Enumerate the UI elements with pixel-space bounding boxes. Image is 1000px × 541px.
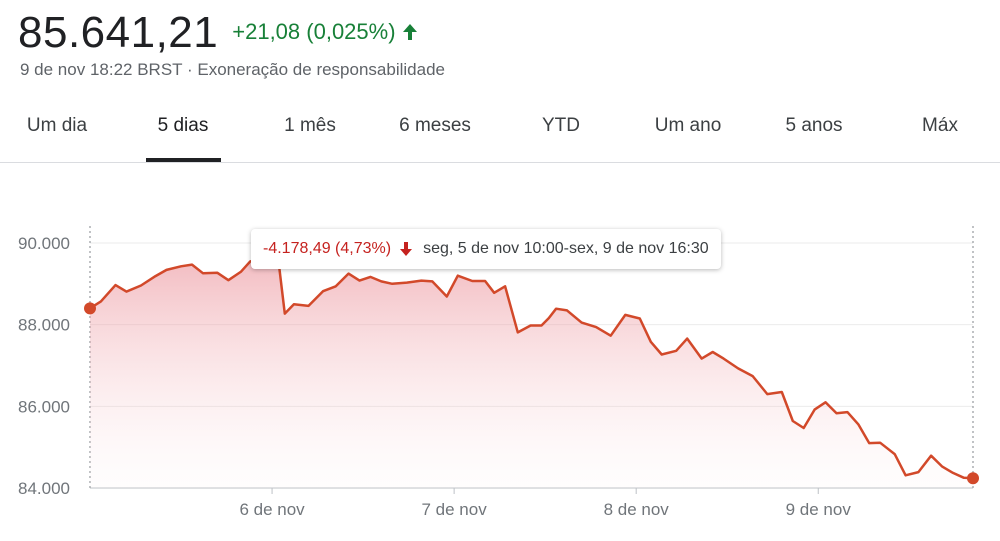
range-change: -4.178,49 (4,73%): [263, 240, 423, 258]
tab-5-dias[interactable]: 5 dias: [157, 115, 209, 136]
range-end-point[interactable]: [967, 472, 979, 485]
arrow-down-icon: [400, 242, 413, 256]
tab-1-mes[interactable]: 1 mês: [284, 115, 336, 136]
y-tick-label: 86.000: [18, 397, 70, 416]
y-axis: 90.000 88.000 86.000 84.000: [18, 234, 70, 498]
meta-separator: ·: [182, 60, 198, 79]
tab-um-dia[interactable]: Um dia: [26, 115, 88, 136]
tab-um-ano[interactable]: Um ano: [654, 115, 722, 136]
range-tooltip: -4.178,49 (4,73%) seg, 5 de nov 10:00-se…: [251, 229, 721, 269]
price-line: [89, 251, 974, 480]
y-tick-label: 88.000: [18, 316, 70, 335]
quote-meta: 9 de nov 18:22 BRST · Exoneração de resp…: [20, 60, 445, 80]
y-tick-label: 84.000: [18, 479, 70, 498]
quote-header: 85.641,21 +21,08 (0,025%): [18, 8, 418, 58]
index-price: 85.641,21: [18, 8, 219, 57]
range-dates: seg, 5 de nov 10:00-sex, 9 de nov 16:30: [423, 240, 709, 257]
disclaimer-link[interactable]: Exoneração de responsabilidade: [197, 60, 445, 79]
x-tick-label: 6 de nov: [239, 500, 305, 519]
price-change: +21,08 (0,025%): [232, 19, 417, 45]
x-tick-label: 7 de nov: [422, 500, 488, 519]
time-range-tabs: Um dia 5 dias 1 mês 6 meses YTD Um ano 5…: [0, 96, 1000, 163]
tab-6-meses[interactable]: 6 meses: [399, 115, 471, 136]
price-chart[interactable]: 6 de nov 7 de nov 8 de nov 9 de nov 90.000 8…: [0, 163, 1000, 541]
x-tick-label: 9 de nov: [786, 500, 852, 519]
tab-5-anos[interactable]: 5 anos: [785, 115, 843, 136]
quote-timestamp: 9 de nov 18:22 BRST: [20, 60, 183, 79]
active-tab-indicator: [146, 158, 221, 162]
price-change-value: +21,08 (0,025%): [232, 19, 396, 44]
arrow-up-icon: [402, 24, 417, 40]
x-tick-label: 8 de nov: [604, 500, 670, 519]
tab-max[interactable]: Máx: [922, 115, 958, 136]
range-start-point[interactable]: [84, 302, 96, 315]
x-axis: 6 de nov 7 de nov 8 de nov 9 de nov: [239, 488, 851, 519]
y-tick-label: 90.000: [18, 234, 70, 253]
price-area: [90, 252, 973, 488]
range-endpoints[interactable]: [84, 302, 979, 485]
range-change-value: -4.178,49 (4,73%): [263, 240, 392, 257]
tab-ytd[interactable]: YTD: [542, 115, 580, 136]
